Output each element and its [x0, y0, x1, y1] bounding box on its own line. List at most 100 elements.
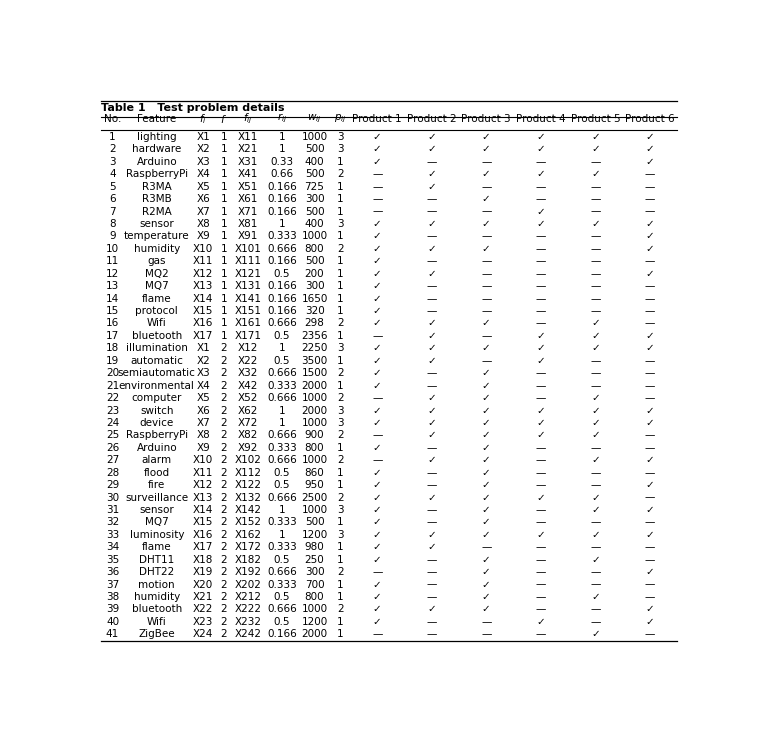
Text: ✓: ✓ [482, 580, 490, 590]
Text: 1: 1 [221, 269, 227, 279]
Text: Product 3: Product 3 [461, 113, 511, 124]
Text: ✓: ✓ [482, 592, 490, 602]
Text: 1: 1 [279, 406, 285, 415]
Text: humidity: humidity [134, 244, 180, 254]
Text: ✓: ✓ [373, 592, 382, 602]
Text: 24: 24 [106, 418, 119, 428]
Text: X11: X11 [238, 132, 258, 142]
Text: ✓: ✓ [537, 356, 545, 366]
Text: X2: X2 [197, 356, 210, 366]
Text: —: — [536, 294, 546, 303]
Text: 2: 2 [221, 430, 227, 440]
Text: —: — [536, 580, 546, 590]
Text: —: — [427, 443, 437, 453]
Text: —: — [427, 207, 437, 216]
Text: 300: 300 [304, 281, 324, 291]
Text: 0.666: 0.666 [267, 393, 297, 403]
Text: 38: 38 [106, 592, 119, 602]
Text: 1: 1 [337, 381, 344, 391]
Text: DHT22: DHT22 [139, 567, 175, 577]
Text: 1: 1 [221, 318, 227, 328]
Text: —: — [427, 555, 437, 565]
Text: ✓: ✓ [373, 356, 382, 366]
Text: —: — [644, 318, 655, 328]
Text: —: — [591, 480, 600, 490]
Text: X15: X15 [193, 306, 213, 316]
Text: —: — [427, 281, 437, 291]
Text: —: — [536, 269, 546, 279]
Text: 2: 2 [221, 493, 227, 502]
Text: —: — [536, 443, 546, 453]
Text: Wifi: Wifi [147, 617, 167, 627]
Text: RaspberryPi: RaspberryPi [126, 169, 187, 179]
Text: ✓: ✓ [373, 580, 382, 590]
Text: —: — [427, 256, 437, 267]
Text: ✓: ✓ [646, 505, 654, 515]
Text: 1: 1 [337, 480, 344, 490]
Text: 1: 1 [221, 219, 227, 229]
Text: X242: X242 [235, 629, 262, 639]
Text: X7: X7 [197, 418, 210, 428]
Text: ✓: ✓ [427, 182, 436, 192]
Text: ZigBee: ZigBee [138, 629, 175, 639]
Text: —: — [644, 381, 655, 391]
Text: —: — [591, 542, 600, 552]
Text: ✓: ✓ [591, 505, 600, 515]
Text: ✓: ✓ [591, 592, 600, 602]
Text: 3: 3 [337, 530, 344, 540]
Text: 1: 1 [279, 530, 285, 540]
Text: 12: 12 [106, 269, 119, 279]
Text: X92: X92 [238, 443, 258, 453]
Text: X101: X101 [235, 244, 262, 254]
Text: X19: X19 [193, 567, 213, 577]
Text: 1: 1 [337, 269, 344, 279]
Text: —: — [644, 294, 655, 303]
Text: X5: X5 [197, 393, 210, 403]
Text: R3MB: R3MB [142, 195, 172, 204]
Text: X12: X12 [193, 269, 213, 279]
Text: 13: 13 [106, 281, 119, 291]
Text: ✓: ✓ [646, 455, 654, 465]
Text: —: — [536, 480, 546, 490]
Text: 1: 1 [337, 592, 344, 602]
Text: 26: 26 [106, 443, 119, 453]
Text: 1: 1 [337, 182, 344, 192]
Text: X232: X232 [235, 617, 262, 627]
Text: ✓: ✓ [537, 493, 545, 502]
Text: protocol: protocol [135, 306, 178, 316]
Text: —: — [536, 157, 546, 167]
Text: ✓: ✓ [591, 455, 600, 465]
Text: X15: X15 [193, 517, 213, 527]
Text: ✓: ✓ [482, 493, 490, 502]
Text: ✓: ✓ [373, 517, 382, 527]
Text: X171: X171 [235, 331, 262, 341]
Text: X5: X5 [197, 182, 210, 192]
Text: 0.666: 0.666 [267, 368, 297, 379]
Text: ✓: ✓ [482, 530, 490, 540]
Text: 1: 1 [279, 144, 285, 155]
Text: ✓: ✓ [427, 430, 436, 440]
Text: DHT11: DHT11 [139, 555, 175, 565]
Text: X6: X6 [197, 406, 210, 415]
Text: —: — [372, 169, 383, 179]
Text: bluetooth: bluetooth [131, 331, 182, 341]
Text: 0.166: 0.166 [267, 306, 297, 316]
Text: X141: X141 [235, 294, 262, 303]
Text: ✓: ✓ [373, 231, 382, 242]
Text: 298: 298 [304, 318, 324, 328]
Text: ✓: ✓ [646, 331, 654, 341]
Text: fire: fire [148, 480, 165, 490]
Text: 0.5: 0.5 [274, 331, 291, 341]
Text: 2: 2 [337, 169, 344, 179]
Text: —: — [591, 244, 600, 254]
Text: 1: 1 [337, 555, 344, 565]
Text: —: — [536, 256, 546, 267]
Text: —: — [644, 256, 655, 267]
Text: 2: 2 [221, 530, 227, 540]
Text: 980: 980 [304, 542, 324, 552]
Text: —: — [591, 306, 600, 316]
Text: X10: X10 [193, 455, 213, 465]
Text: ✓: ✓ [482, 381, 490, 391]
Text: X22: X22 [193, 605, 213, 614]
Text: —: — [591, 368, 600, 379]
